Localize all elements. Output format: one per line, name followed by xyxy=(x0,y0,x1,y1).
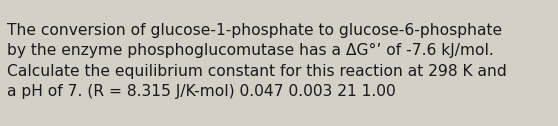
Text: The conversion of glucose-1-phosphate to glucose-6-phosphate
by the enzyme phosp: The conversion of glucose-1-phosphate to… xyxy=(7,23,507,99)
